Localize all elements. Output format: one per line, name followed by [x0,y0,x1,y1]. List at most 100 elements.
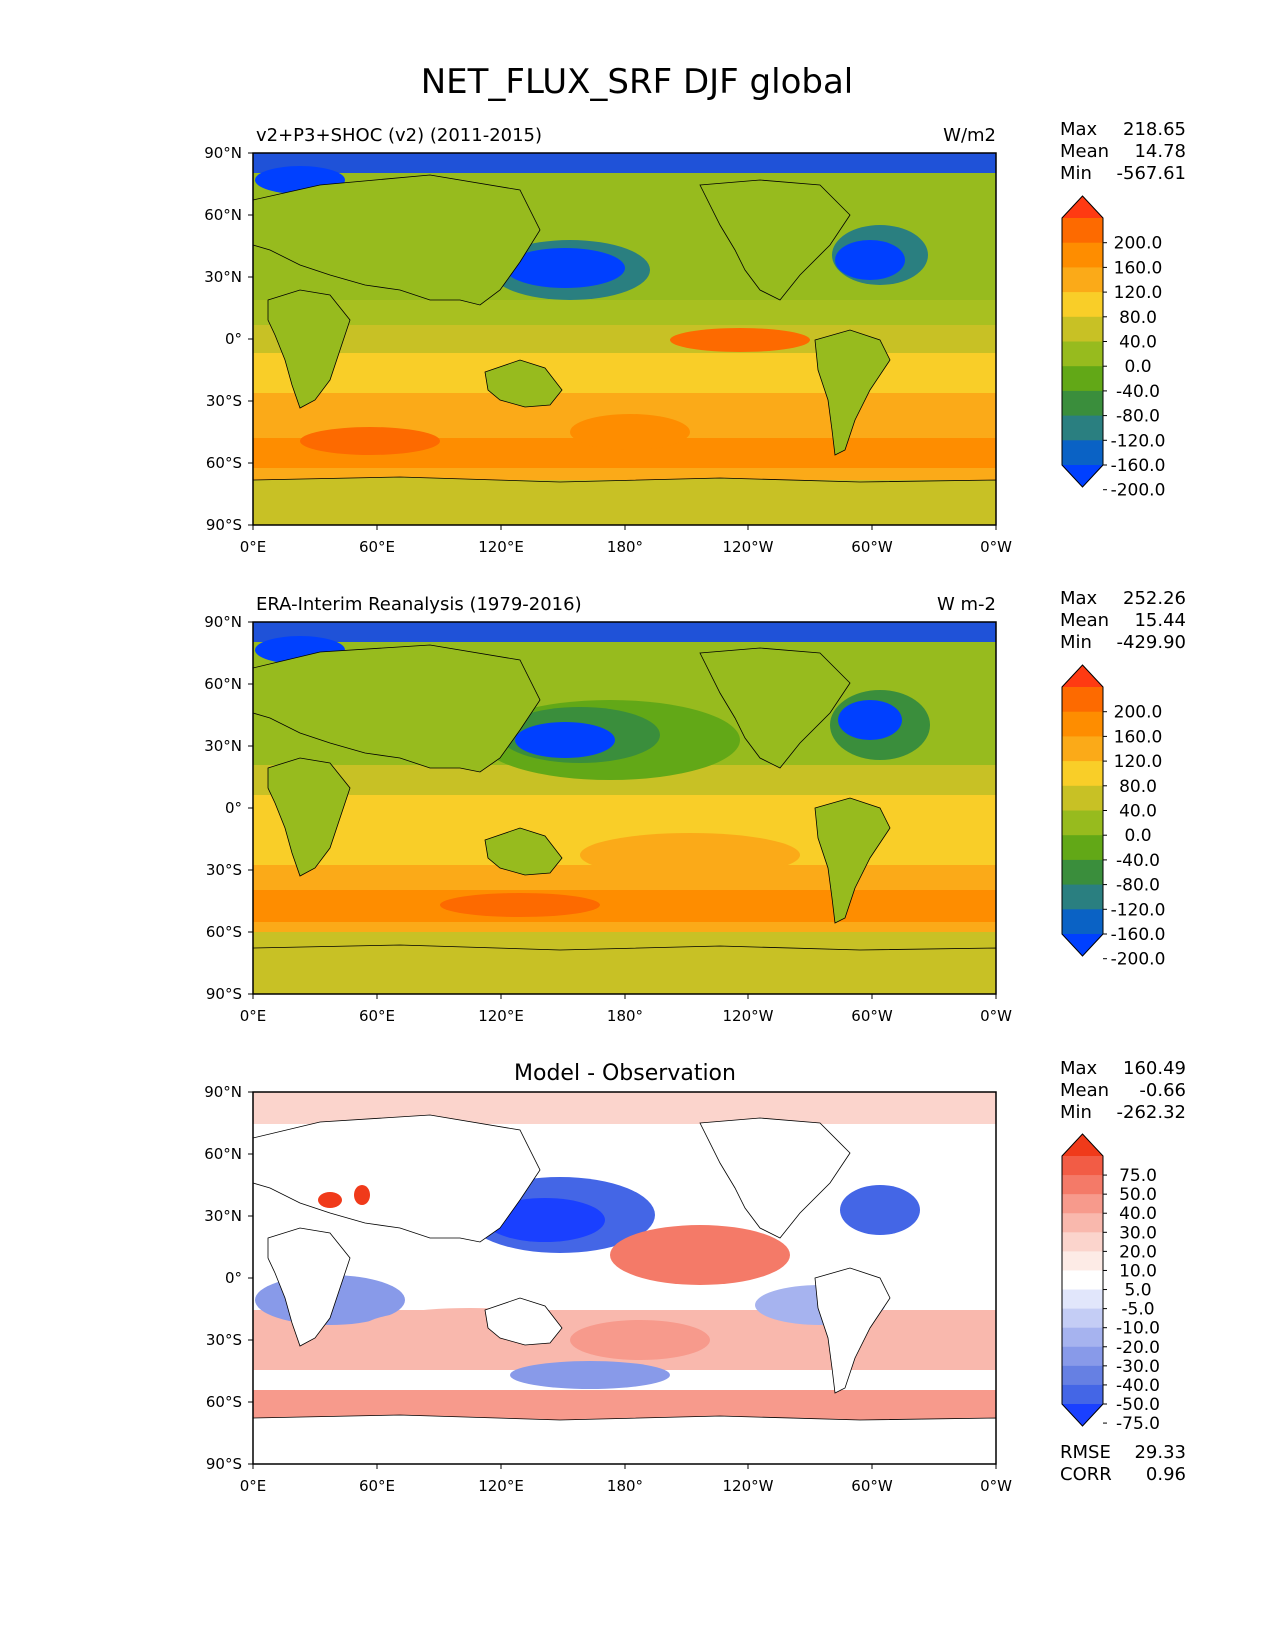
x-tick-label: 120°E [478,1007,524,1025]
y-tick-label: 0° [225,330,242,348]
colorbar-outline [1061,195,1104,488]
field-anomaly [440,893,600,917]
x-axis: 0°E 60°E 120°E 180° 120°W 60°W 0°W [240,1464,1012,1495]
y-tick-label: 60°S [206,454,242,472]
colorbar-swatch [1062,785,1103,811]
colorbar-swatch [1062,1251,1103,1271]
colorbar-swatch [1062,859,1103,886]
field-anomaly [510,1361,670,1389]
colorbar-swatch [1062,687,1103,713]
stat-rmse-label: RMSE [1060,1442,1111,1463]
stats-block: Max 160.49 Mean -0.66 Min -262.32 RMSE 2… [1060,1058,1186,1485]
colorbar-tick-label: 20.0 [1119,1242,1157,1262]
continent [267,1227,351,1347]
colorbar-swatch [1062,810,1103,836]
x-tick-label: 120°W [723,1477,774,1495]
colorbar-tick-label: 200.0 [1114,703,1163,723]
colorbar-swatch [1062,1194,1103,1214]
field-band [253,153,996,173]
field-anomaly [838,700,902,740]
y-tick-label: 90°N [204,144,242,162]
field-anomaly [318,1192,342,1208]
panel-reference: ERA-Interim Reanalysis (1979-2016) W m-2 [204,588,1186,1025]
y-tick-label: 60°N [204,1145,242,1163]
colorbar-tick-label: 40.0 [1119,1204,1157,1224]
y-axis: 90°N 60°N 30°N 0° 30°S 60°S 90°S [204,144,253,534]
colorbar-tick-label: -200.0 [1111,950,1166,970]
stat-mean-value: 15.44 [1134,610,1186,631]
y-tick-label: 90°S [206,516,242,534]
y-tick-label: 30°S [206,861,242,879]
y-axis: 90°N 60°N 30°N 0° 30°S 60°S 90°S [204,1083,253,1473]
colorbar-swatch [1062,316,1103,342]
field-anomaly [515,722,615,758]
colorbar-tick-label: 40.0 [1119,802,1157,822]
x-tick-label: 60°W [851,1007,893,1025]
stats-block: Max 218.65 Mean 14.78 Min -567.61 [1060,119,1186,184]
colorbar-tick-label: 200.0 [1114,234,1163,254]
field-anomaly [505,248,625,288]
continent [484,827,563,876]
stat-max-label: Max [1060,119,1098,140]
colorbar-tick-label: 80.0 [1119,777,1157,797]
continent [253,644,541,773]
colorbar-swatch [1062,1346,1103,1367]
colorbar-swatch [1062,366,1103,392]
stat-mean-value: 14.78 [1134,141,1186,162]
field-anomaly [670,328,810,352]
figure-title: NET_FLUX_SRF DJF global [421,62,854,102]
colorbar-swatch [1062,835,1103,861]
y-tick-label: 90°S [206,985,242,1003]
x-tick-label: 0°E [240,538,267,556]
x-axis: 0°E 60°E 120°E 180° 120°W 60°W 0°W [240,525,1012,556]
colorbar-max-extension [1062,1134,1103,1156]
colorbar-swatch [1062,1365,1103,1386]
colorbar-tick-label: 40.0 [1119,333,1157,353]
field-anomaly [570,1320,710,1360]
y-tick-label: 0° [225,799,242,817]
x-tick-label: 60°E [359,1007,395,1025]
continent [267,289,351,409]
panel-diff: Model - Observation [204,1058,1186,1495]
stat-corr-label: CORR [1060,1464,1112,1485]
field-band [253,922,996,932]
colorbar-tick-label: -50.0 [1116,1395,1160,1415]
colorbar-tick-label: 30.0 [1119,1223,1157,1243]
x-tick-label: 60°W [851,538,893,556]
colorbar-max-extension [1062,196,1103,218]
continent [253,476,996,525]
colorbar-swatch [1062,440,1103,466]
colorbar-tick-label: -120.0 [1111,900,1166,920]
colorbar-tick-label: -40.0 [1116,382,1160,402]
stat-corr-value: 0.96 [1146,1464,1186,1485]
colorbar-swatch [1062,884,1103,910]
y-axis: 90°N 60°N 30°N 0° 30°S 60°S 90°S [204,613,253,1003]
panel-test: v2+P3+SHOC (v2) (2011-2015) W/m2 [204,119,1186,556]
panel-left-title: ERA-Interim Reanalysis (1979-2016) [256,594,582,615]
y-tick-label: 90°S [206,1455,242,1473]
colorbar-swatch [1062,1384,1103,1405]
colorbar-outline [1061,664,1104,957]
field-anomaly [835,240,905,280]
colorbar-tick-label: -160.0 [1111,456,1166,476]
colorbar-min-extension [1062,1404,1103,1426]
field-anomaly [840,1185,920,1235]
colorbar-swatch [1062,761,1103,787]
colorbar: 75.050.040.030.020.010.05.0-5.0-10.0-20.… [1061,1133,1160,1434]
x-tick-label: 0°E [240,1477,267,1495]
stats-block: Max 252.26 Mean 15.44 Min -429.90 [1060,588,1186,653]
y-tick-label: 30°S [206,1331,242,1349]
colorbar-tick-label: 120.0 [1114,752,1163,772]
continent [699,179,851,301]
continent [253,944,996,994]
x-tick-label: 180° [607,538,643,556]
colorbar-min-extension [1062,934,1103,956]
colorbar-swatch [1062,1232,1103,1252]
stat-min-label: Min [1060,1102,1092,1123]
x-tick-label: 180° [607,1477,643,1495]
y-tick-label: 30°N [204,268,242,286]
colorbar-swatch [1062,1289,1103,1310]
map-field [253,622,996,994]
continent [253,1414,996,1464]
x-axis: 0°E 60°E 120°E 180° 120°W 60°W 0°W [240,994,1012,1025]
